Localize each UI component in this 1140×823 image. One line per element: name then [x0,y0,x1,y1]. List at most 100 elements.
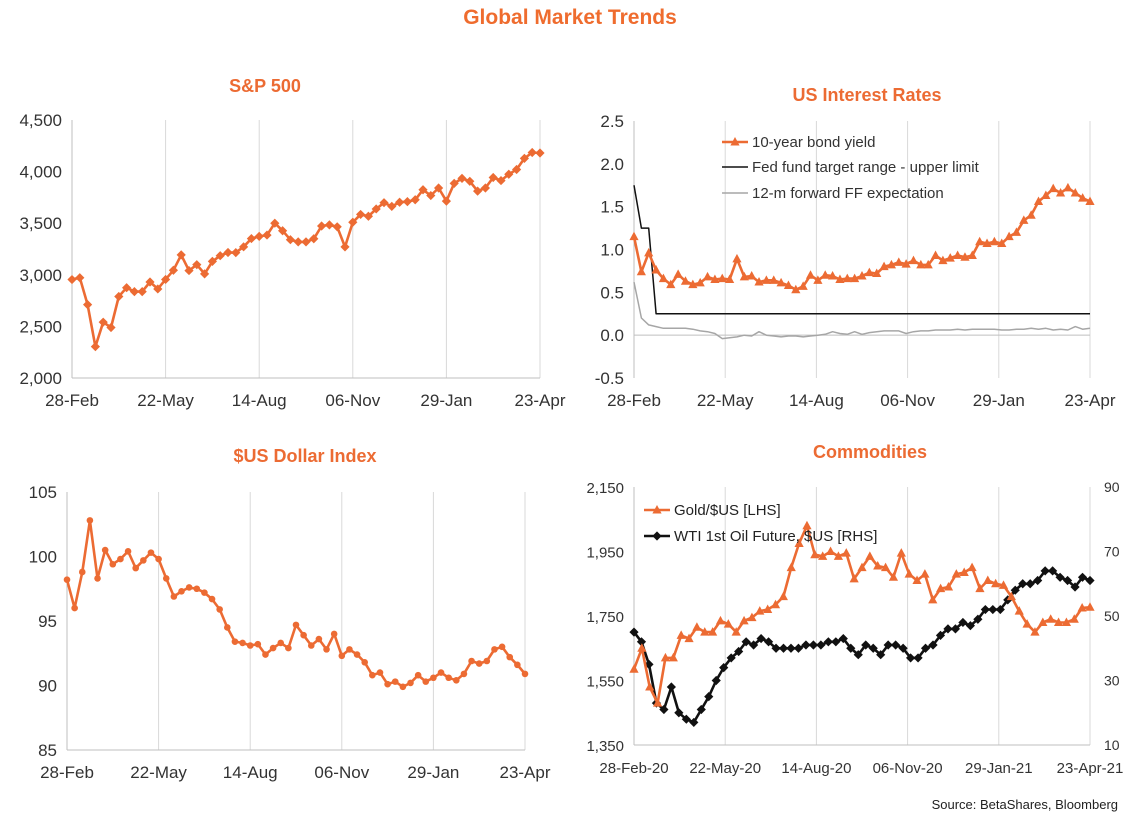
data-point [132,564,139,572]
x-tick-label: 22-May [137,391,194,410]
chart-commodities: Commodities 28-Feb-20 22-May-20 14-Aug-20 06… [586,442,1123,777]
data-point [886,259,897,269]
data-point [991,578,1001,588]
data-point [315,635,323,643]
data-point [1018,579,1028,589]
data-point [527,147,537,158]
data-point [407,679,414,687]
data-point [216,606,223,613]
data-point [805,270,816,279]
data-point [399,683,407,691]
data-point [1077,572,1088,582]
data-point [676,630,686,639]
data-point [324,220,334,230]
series-fed-fund-target-range-upper-limit [633,185,1090,315]
data-point [951,569,961,578]
data-point [960,252,970,261]
data-point [262,230,272,240]
data-point [1033,575,1043,586]
data-point [1078,193,1088,202]
data-point [1025,579,1035,589]
data-point [928,640,938,650]
data-point [223,247,233,258]
chart-title: US Interest Rates [792,85,941,105]
data-point [901,259,911,268]
data-point [958,617,968,628]
page-title: Global Market Trends [463,6,677,29]
data-point [193,585,201,593]
data-point [519,153,529,163]
data-point [861,640,871,650]
data-point [1041,190,1051,200]
data-point [920,643,931,653]
series-gold-us-lhs- [629,520,1095,707]
data-point [898,643,908,653]
data-point [1030,627,1040,636]
data-point [666,279,676,289]
data-point [83,300,93,310]
data-point [786,562,796,572]
data-point [207,256,217,266]
data-point [888,572,899,581]
data-point [771,643,781,653]
data-point [923,259,933,269]
data-point [445,674,452,682]
data-point [1085,602,1095,611]
data-point [711,675,721,686]
data-point [239,242,249,252]
legend-marker [652,531,662,541]
data-point [810,549,820,559]
data-point [434,183,444,193]
data-point [208,595,216,603]
data-point [739,615,749,625]
data-point [816,640,826,650]
data-point [896,548,906,557]
data-point [791,284,801,294]
data-point [340,242,350,252]
data-point [769,275,779,284]
chart-sp500: S&P 500 28-Feb 22-May 14-Aug 06-Nov 29-Jan 23-… [19,76,565,410]
x-tick-label: 23-Apr [1064,391,1115,410]
data-point [989,236,999,246]
data-point [818,551,828,560]
x-tick-label: 14-Aug [223,763,278,782]
data-point [912,575,922,585]
series-line [633,185,1090,315]
data-point [293,237,303,247]
x-tick-label: 14-Aug [789,391,844,410]
data-point [928,594,938,604]
x-tick-label: 28-Feb [607,391,661,410]
legend-label: 10-year bond yield [752,134,875,151]
data-point [457,173,467,184]
data-point [876,650,886,660]
data-point [763,637,774,647]
data-point [129,287,139,297]
data-point [231,248,241,258]
data-point [117,555,124,563]
data-point [684,633,694,643]
data-point [147,549,155,556]
data-point [916,259,926,269]
data-point [301,237,311,247]
y-tick-label: 2.0 [600,155,624,174]
data-point [185,584,193,591]
data-point [254,231,264,242]
data-point [1033,196,1044,206]
data-point [872,268,882,277]
x-tick-label: 14-Aug [232,391,287,410]
data-point [865,551,875,560]
data-point [106,322,116,333]
data-point [913,653,923,663]
data-point [636,637,647,647]
x-tick-label: 23-Apr [499,763,550,782]
legend-label: WTI 1st Oil Future, $US [RHS] [674,528,877,545]
data-point [483,657,491,665]
data-point [651,265,661,274]
data-point [666,682,676,692]
data-point [369,671,376,679]
data-point [841,548,851,557]
x-tick-label: 06-Nov [325,391,380,410]
data-point [725,274,735,283]
data-point [140,557,147,564]
